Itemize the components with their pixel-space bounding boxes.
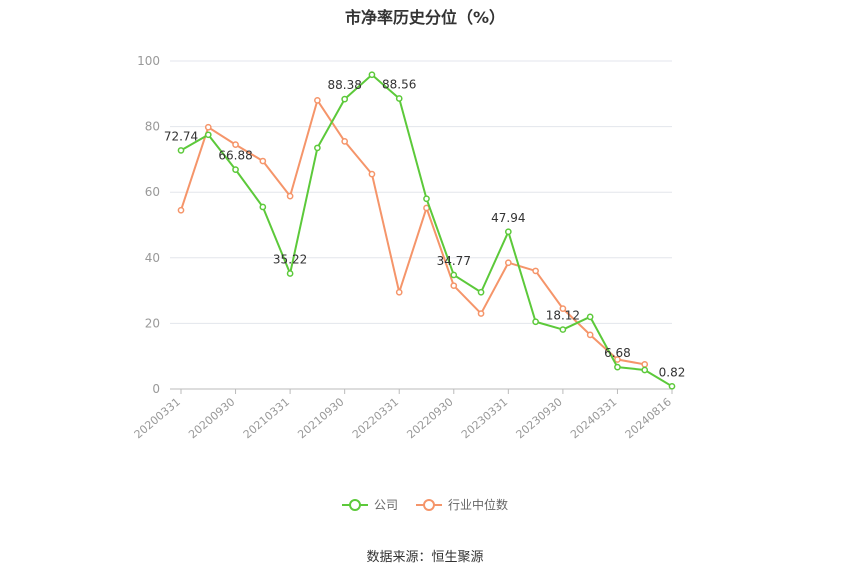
data-label: 88.56	[382, 78, 416, 92]
data-point	[341, 138, 349, 145]
x-tick-label: 20230930	[514, 395, 565, 441]
data-point	[532, 267, 539, 275]
grid-lines	[170, 60, 672, 324]
data-point	[450, 282, 458, 290]
y-tick-label: 40	[145, 251, 160, 265]
data-point	[232, 141, 239, 148]
series-layer	[177, 71, 676, 390]
x-tick-label: 20200331	[132, 395, 183, 441]
data-label: 34.77	[437, 254, 471, 268]
data-point	[368, 170, 376, 178]
chart-title: 市净率历史分位（%）	[344, 8, 506, 27]
data-point	[614, 356, 621, 363]
data-point	[286, 192, 294, 200]
data-point	[641, 361, 649, 368]
data-point	[259, 203, 267, 211]
data-point	[504, 259, 512, 267]
x-tick-label: 20220930	[404, 395, 455, 441]
legend-label: 公司	[373, 498, 398, 512]
data-point	[559, 305, 567, 312]
series-line	[180, 73, 673, 388]
data-point	[395, 288, 403, 296]
data-point	[286, 270, 294, 277]
data-label: 35.22	[273, 252, 307, 266]
source-note: 数据来源：恒生聚源	[366, 550, 484, 565]
y-tick-label: 0	[152, 382, 160, 396]
legend-label: 行业中位数	[448, 498, 509, 512]
data-point	[177, 147, 185, 154]
legend-item[interactable]: 行业中位数	[416, 496, 508, 513]
legend-swatch-icon	[341, 498, 368, 512]
data-point	[177, 206, 185, 214]
data-point	[314, 144, 321, 152]
x-tick-label: 20200930	[186, 395, 237, 441]
data-point	[504, 228, 512, 236]
y-tick-label: 80	[145, 120, 160, 134]
data-labels: 72.74 66.88 35.22 88.38 88.56 34.77 47.94 18.12…	[164, 78, 686, 380]
data-label: 18.12	[546, 309, 580, 323]
data-point	[668, 382, 676, 390]
data-point	[314, 97, 321, 104]
data-point	[368, 71, 376, 79]
y-tick-label: 20	[145, 316, 160, 330]
data-label: 0.82	[659, 365, 686, 379]
y-tick-label: 100	[137, 54, 160, 68]
x-tick-label: 20210331	[241, 395, 292, 441]
x-tick-label: 20240816	[623, 395, 674, 441]
x-tick-label: 20220331	[350, 395, 401, 441]
data-point	[477, 288, 485, 296]
data-label: 88.38	[327, 78, 361, 92]
data-point	[532, 318, 539, 326]
data-point	[259, 157, 267, 165]
data-point	[559, 326, 567, 333]
y-tick-label: 60	[145, 185, 160, 199]
data-point	[586, 313, 594, 321]
y-axis: 0 20 40 60 80 100	[137, 54, 160, 396]
data-point	[614, 363, 621, 371]
x-axis: 20200331 20200930 20210331 20210930 20220331…	[132, 388, 674, 441]
data-label: 47.94	[491, 211, 525, 225]
data-point	[204, 131, 212, 139]
data-point	[395, 95, 403, 102]
data-label: 72.74	[164, 129, 198, 143]
data-point	[204, 123, 212, 131]
series-line	[180, 99, 645, 366]
data-point	[477, 310, 485, 317]
legend-swatch-icon	[416, 498, 442, 512]
legend: 公司 行业中位数	[0, 496, 850, 513]
data-point	[641, 366, 649, 374]
legend-item[interactable]: 公司	[341, 496, 398, 513]
data-point	[232, 166, 239, 173]
data-point	[341, 95, 349, 103]
data-point	[450, 271, 458, 279]
x-tick-label: 20210930	[295, 395, 346, 441]
data-point	[423, 195, 430, 203]
data-label: 6.68	[604, 346, 631, 360]
x-tick-label: 20230331	[459, 395, 510, 441]
x-tick-label: 20240331	[568, 395, 619, 441]
data-point	[586, 331, 594, 339]
data-label: 66.88	[218, 149, 252, 163]
